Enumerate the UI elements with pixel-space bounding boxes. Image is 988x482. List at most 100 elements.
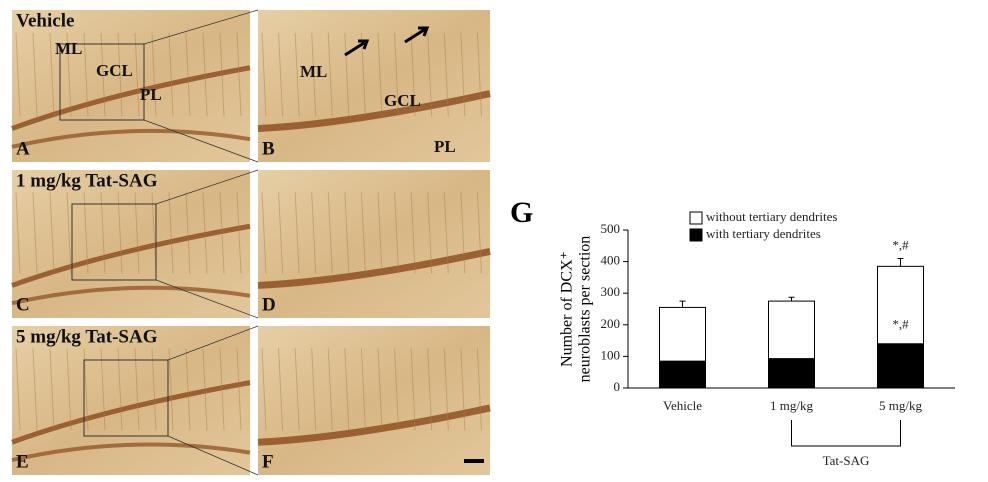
dendrite [377,192,383,274]
dendrite [49,192,55,274]
dendrite [377,32,383,117]
dendrite [83,192,89,274]
dendrite [185,348,191,431]
legend-label: with tertiary dendrites [706,226,821,241]
dendrite [278,32,284,117]
dendrite [168,192,174,274]
dendrite [236,348,242,431]
dendrite [32,348,38,431]
bar-segment [768,300,815,360]
panel-title: 5 mg/kg Tat-SAG [16,326,158,347]
dendrite [66,348,72,431]
inset-line [167,435,259,476]
group-label: Tat-SAG [823,453,870,468]
dendrite [32,192,38,274]
dendrite [344,32,350,117]
legend-swatch [689,211,703,225]
arrow [344,39,370,57]
group-bracket [791,420,901,447]
x-tick-label: Vehicle [663,398,702,413]
dendrite [83,32,89,117]
micrograph [12,170,250,318]
micrographs: A Vehicle ML GCL PL B ML GCL PL C 1 mg/kg Tat-SAG D… [11,9,491,476]
dendrite [327,192,333,274]
dendrite [117,192,123,274]
dendrite [327,32,333,117]
dendrite [168,348,174,431]
dendrite [344,192,350,274]
dendrite [134,192,140,274]
dendrite [83,348,89,431]
inset-line [155,279,259,319]
dendrite [427,32,433,117]
y-axis-label: Number of DCX⁺ [559,251,576,367]
dendrite [394,192,400,274]
significance-mark: *,# [892,316,909,331]
error-bar [897,257,904,267]
dendrite [219,348,225,431]
layer-label: PL [434,137,456,156]
inset-box [83,359,169,437]
y-tick-label: 200 [601,316,621,331]
inset-box [71,203,157,281]
dendrite [460,348,466,431]
layer-label: PL [140,85,162,104]
dendrite [443,32,449,117]
granule-layer [11,285,251,306]
inset-line [167,325,259,361]
dendrite [410,32,416,117]
chart: G Number of DCX⁺ neuroblasts per section 0 1… [510,196,955,468]
dendrite [344,348,350,431]
inset-line [143,119,259,163]
granule-layer [11,65,251,131]
dendrite [410,348,416,431]
dendrite [168,32,174,117]
dendrite [360,192,366,274]
dendrite [49,32,55,117]
x-tick-label: 5 mg/kg [879,398,922,413]
dendrite [32,32,38,117]
arrow [404,26,430,44]
granule-layer [11,380,251,445]
dendrite [236,192,242,274]
dendrite [476,192,482,274]
dendrite [460,192,466,274]
dendrite [261,348,267,431]
panel-letter: D [262,294,276,315]
y-tick-label: 500 [601,221,621,236]
dendrite [219,32,225,117]
inset-line [143,9,259,45]
micrograph [258,326,490,475]
dendrite [66,192,72,274]
dendrite [460,32,466,117]
layer-label: ML [55,39,82,58]
dendrite [311,32,317,117]
scale-bar [464,459,484,463]
x-tick-label: 1 mg/kg [770,398,813,413]
panel-title: Vehicle [16,10,74,31]
legend-swatch [689,228,703,242]
dendrite [311,348,317,431]
bar-segment [659,360,706,389]
layer-label: GCL [384,91,421,110]
dendrite [202,348,208,431]
y-tick-label: 0 [614,379,621,394]
bar-segment [877,343,924,389]
error-bar [788,296,795,302]
y-tick-label: 400 [601,253,621,268]
dendrite [15,192,21,274]
granule-layer [257,404,491,446]
panel-letter: F [262,451,274,472]
dendrite [443,192,449,274]
error-bar [679,300,686,308]
dendrite [427,192,433,274]
dendrite [327,348,333,431]
dendrite [134,32,140,117]
dendrite [151,192,157,274]
dendrite [117,32,123,117]
bar-segment [768,358,815,389]
dendrite [261,192,267,274]
y-axis-label: neuroblasts per section [577,236,594,383]
dendrite [15,32,21,117]
